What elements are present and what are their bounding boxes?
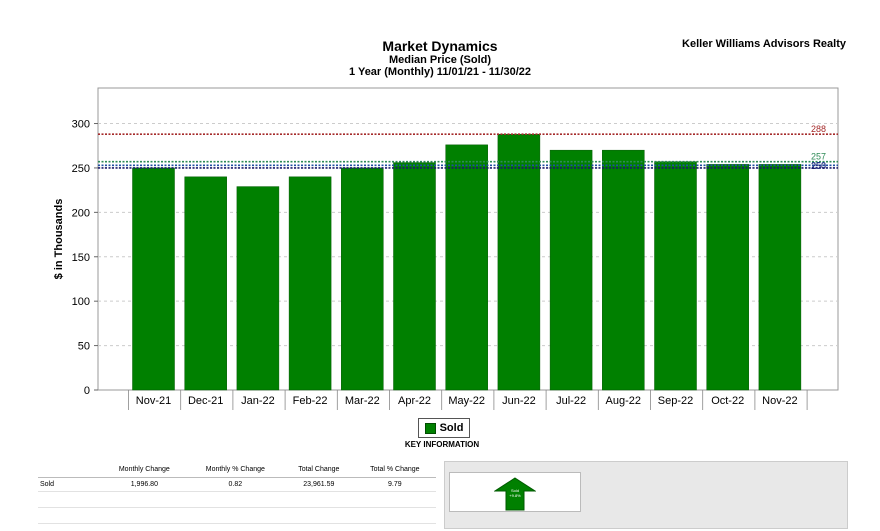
x-tick-label: Apr-22 xyxy=(398,395,431,407)
x-tick-label: Feb-22 xyxy=(293,395,328,407)
y-tick-label: 300 xyxy=(72,119,90,131)
stats-cell: 0.82 xyxy=(186,477,284,492)
bar-may-22 xyxy=(445,144,488,391)
stats-header: Monthly % Change xyxy=(205,466,265,473)
bar-apr-22 xyxy=(393,162,436,391)
reference-line-label: 250 xyxy=(811,161,826,171)
stats-cell: 23,961.59 xyxy=(283,477,354,492)
bar-sep-22 xyxy=(654,161,697,391)
stats-cell: 1,996.80 xyxy=(102,477,187,492)
stats-header xyxy=(38,462,102,478)
bar-nov-21 xyxy=(132,167,175,391)
table-row: Sold 1,996.80 0.82 23,961.59 9.79 xyxy=(38,477,436,492)
stats-header-row: Monthly Change Monthly % Change Total Ch… xyxy=(38,462,436,478)
indicator-label: Sold xyxy=(510,488,519,493)
indicator-change: +9.8% xyxy=(509,493,521,498)
reference-line-label: 288 xyxy=(811,124,826,134)
y-tick-label: 150 xyxy=(72,252,90,264)
x-tick-label: Aug-22 xyxy=(606,395,641,407)
bar-aug-22 xyxy=(602,149,645,391)
key-information-label: KEY INFORMATION xyxy=(404,440,480,449)
x-tick-label: Nov-21 xyxy=(136,395,171,407)
chart-title: Market Dynamics xyxy=(382,38,498,54)
x-tick-label: Mar-22 xyxy=(345,395,380,407)
company-name: Keller Williams Advisors Realty xyxy=(682,38,846,50)
indicator-card: Sold +9.8% xyxy=(449,472,581,512)
bar-oct-22 xyxy=(706,164,749,391)
x-tick-label: Sep-22 xyxy=(658,395,693,407)
chart-date-range: 1 Year (Monthly) 11/01/21 - 11/30/22 xyxy=(348,66,531,78)
y-tick-label: 200 xyxy=(72,207,90,219)
stats-header: Total Change xyxy=(298,466,340,473)
x-tick-label: Jul-22 xyxy=(556,395,586,407)
legend: Sold xyxy=(418,418,470,438)
up-arrow-icon xyxy=(494,477,536,511)
stats-cell: 9.79 xyxy=(353,477,436,492)
bar-jul-22 xyxy=(549,149,593,391)
indicator-text: Sold +9.8% xyxy=(494,488,536,498)
y-axis-label: $ in Thousands xyxy=(53,199,65,280)
legend-swatch-sold xyxy=(424,422,436,434)
stats-header: Monthly Change xyxy=(118,466,170,473)
x-tick-label: Jun-22 xyxy=(502,395,536,407)
y-tick-label: 0 xyxy=(84,385,90,397)
x-tick-label: Nov-22 xyxy=(762,395,797,407)
y-tick-label: 50 xyxy=(78,341,90,353)
table-row-empty xyxy=(38,491,436,508)
x-tick-label: Jan-22 xyxy=(241,395,275,407)
bar-feb-22 xyxy=(288,176,332,391)
bar-mar-22 xyxy=(341,167,384,391)
bar-jan-22 xyxy=(236,186,280,391)
x-tick-label: Oct-22 xyxy=(711,395,744,407)
table-row-empty xyxy=(38,507,436,524)
bar-nov-22 xyxy=(758,164,802,391)
x-tick-label: Dec-21 xyxy=(188,395,223,407)
x-tick-label: May-22 xyxy=(448,395,485,407)
stats-table: Monthly Change Monthly % Change Total Ch… xyxy=(38,462,436,524)
legend-label-sold: Sold xyxy=(439,422,464,434)
reference-line-label: 253 xyxy=(811,160,826,170)
chart-title-block: Market Dynamics Median Price (Sold) 1 Ye… xyxy=(230,38,650,78)
indicator-panel: Sold +9.8% xyxy=(444,461,848,529)
y-tick-label: 100 xyxy=(72,296,90,308)
y-tick-label: 250 xyxy=(72,163,90,175)
chart-subtitle: Median Price (Sold) xyxy=(388,54,492,66)
bar-jun-22 xyxy=(497,133,541,391)
bar-dec-21 xyxy=(184,176,227,391)
stats-header: Total % Change xyxy=(370,466,420,473)
reference-line-label: 257 xyxy=(811,152,826,162)
stats-cell: Sold xyxy=(38,477,102,492)
